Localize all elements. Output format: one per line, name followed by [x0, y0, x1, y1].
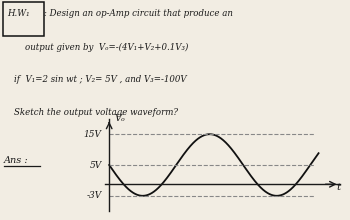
Text: : Design an op-Amp circuit that produce an: : Design an op-Amp circuit that produce …: [44, 9, 233, 18]
Text: -3V: -3V: [86, 191, 102, 200]
Text: Vₒ: Vₒ: [114, 114, 125, 123]
Text: Sketch the output voltage waveform?: Sketch the output voltage waveform?: [14, 108, 178, 117]
Text: t: t: [336, 183, 340, 192]
Text: if  V₁=2 sin wt ; V₂= 5V , and V₃=-100V: if V₁=2 sin wt ; V₂= 5V , and V₃=-100V: [14, 75, 187, 84]
Text: output given by  Vₒ=-(4V₁+V₂+0.1V₃): output given by Vₒ=-(4V₁+V₂+0.1V₃): [25, 43, 188, 52]
Text: 5V: 5V: [89, 161, 101, 169]
Text: Ans :: Ans :: [4, 156, 28, 165]
Text: H.W₁: H.W₁: [7, 9, 30, 18]
Text: 15V: 15V: [84, 130, 101, 139]
